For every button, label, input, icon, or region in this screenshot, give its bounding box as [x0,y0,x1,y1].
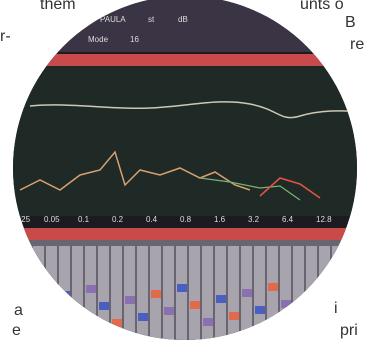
key-block [177,284,187,292]
key-block [203,318,213,326]
key-block [21,280,31,288]
key-block [34,297,44,305]
freq-label: 1.6 [214,215,226,224]
freq-label: 6.4 [282,215,294,224]
freq-label: 0.2 [112,215,124,224]
page-text: i [334,300,338,317]
key [254,246,265,340]
freq-label: 0.05 [44,215,60,224]
page-text: re [350,36,365,53]
key-block [255,306,265,314]
key-block [320,311,330,319]
key [163,246,174,340]
key [176,246,187,340]
key [85,246,96,340]
key-block [125,296,135,304]
key [72,246,83,340]
key [111,246,122,340]
page-text: B [345,14,356,31]
toolbar-label: PAULA [100,15,126,24]
freq-label: 0.025 [10,215,31,224]
key-block [151,290,161,298]
key [20,246,31,340]
toolbar-label: dB [178,15,188,24]
toolbar-label: Lin [62,15,73,24]
key-block [190,301,200,309]
key-block [346,305,356,313]
key [215,246,226,340]
freq-label: 12.8 [316,215,332,224]
key [228,246,239,340]
key [98,246,109,340]
key-block [164,307,174,315]
key [33,246,44,340]
key [319,246,330,340]
page-text: r- [0,28,11,45]
key-block [307,294,317,302]
key-block [294,317,304,325]
key [202,246,213,340]
toolbar-label: Mode [88,35,109,44]
toolbar-label: 16 [130,35,139,44]
freq-label: 0.8 [180,215,192,224]
key-block [229,312,239,320]
toolbar-label: st [148,15,155,24]
key-block [47,314,57,322]
freq-label: 0.1 [78,215,90,224]
key-block [242,289,252,297]
page-text: a [14,302,23,319]
key [189,246,200,340]
key-block [86,285,96,293]
key [332,246,343,340]
page-text: pri [340,322,358,339]
key-block [281,300,291,308]
key-block [60,291,70,299]
key-block [99,302,109,310]
key [137,246,148,340]
key-block [216,295,226,303]
key [293,246,304,340]
key-block [268,283,278,291]
page-text: e [12,322,21,339]
key [124,246,135,340]
key [280,246,291,340]
key [267,246,278,340]
key-block [138,313,148,321]
key-block [73,308,83,316]
freq-label: 0.4 [146,215,158,224]
page-text: unts o [300,0,344,13]
key [345,246,356,340]
freq-label: 3.2 [248,215,260,224]
key-block [112,319,122,327]
page-text: them [40,0,76,13]
key [306,246,317,340]
key [46,246,57,340]
key-block [333,288,343,296]
